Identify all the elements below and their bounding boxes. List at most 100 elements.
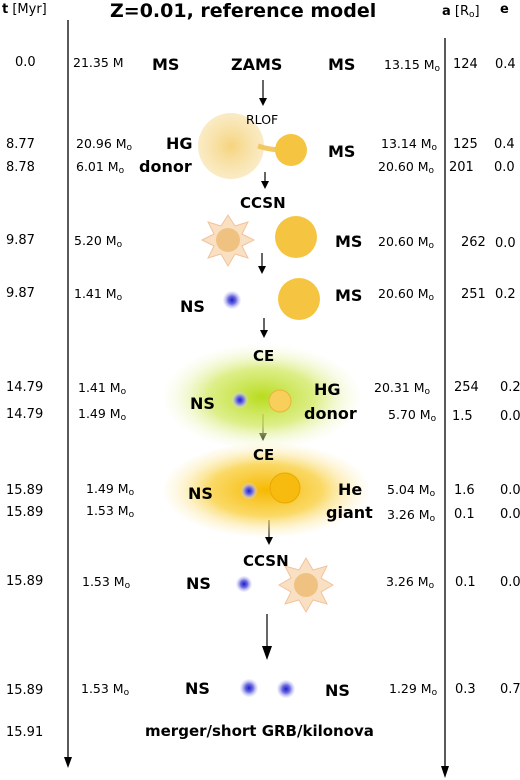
neutron-star [236,576,252,592]
event-label: ZAMS [231,55,283,74]
time-value: 0.0 [15,55,36,70]
eccentricity-value: 0.0 [500,409,520,424]
mass-1: 1.41 Mo [78,380,127,397]
eccentricity-value: 0.4 [494,137,515,152]
eccentricity-value: 0.0 [500,507,520,522]
ms-star [275,216,317,258]
star-1-type: NS [190,394,215,413]
roche-lobe-donor [198,113,264,179]
mass-2: 13.15 Mo [384,57,441,74]
star-2-type: He [338,480,363,499]
time-value: 15.89 [6,483,44,498]
time-unit: [Myr] [12,2,47,17]
mass-1: 1.53 Mo [86,503,135,520]
time-value: 8.78 [6,160,35,175]
star-1-type: NS [185,679,210,698]
mass-2: 1.29 Mo [389,681,438,698]
star-1-type: donor [139,157,192,176]
star-1-type: NS [180,297,205,316]
hg-donor-core [268,389,292,413]
mass-1: 1.41 Mo [74,286,123,303]
time-label: t [2,2,9,17]
eccentricity-value: 0.2 [500,380,520,395]
time-value: 14.79 [6,407,44,422]
star-1-type: NS [186,574,211,593]
neutron-star [240,679,258,697]
time-value: 9.87 [6,286,35,301]
neutron-star [223,291,241,309]
separation-value: 1.6 [454,483,475,498]
mass-1: 6.01 Mo [76,159,125,176]
eccentricity-column-header: e [500,2,509,17]
eccentricity-value: 0.0 [500,575,520,590]
time-value: 14.79 [6,380,44,395]
star-2-type: HG [314,380,341,399]
separation-value: 262 [461,235,486,250]
star-2-type: NS [325,681,350,700]
mass-2: 5.04 Mo [387,482,436,499]
separation-value: 0.1 [454,507,475,522]
mass-2: 20.60 Mo [378,286,435,303]
time-value: 15.89 [6,505,44,520]
mass-2: 20.60 Mo [378,234,435,251]
star-2-type: giant [326,503,373,522]
mass-1: 1.49 Mo [86,481,135,498]
mass-2: 20.31 Mo [374,380,431,397]
separation-value: 0.3 [455,682,476,697]
rlof-binary [198,113,307,179]
supernova-1 [200,214,317,267]
separation-column-header: a [Ro] [442,4,480,20]
eccentricity-value: 0.2 [495,287,516,302]
mass-2: 3.26 Mo [387,507,436,524]
neutron-star [241,483,257,499]
separation-value: 251 [461,287,486,302]
separation-value: 125 [453,137,478,152]
mass-1: 5.20 Mo [74,233,123,250]
common-envelope-2 [164,443,368,537]
mass-1: 20.96 Mo [76,136,133,153]
time-value: 15.89 [6,574,44,589]
ms-companion [275,134,307,166]
separation-value: 201 [449,160,474,175]
star-2-type: MS [328,55,356,74]
mass-2: 3.26 Mo [386,574,435,591]
separation-value: 254 [454,380,479,395]
eccentricity-value: 0.4 [495,57,516,72]
time-value: 9.87 [6,233,35,248]
star-2-type: MS [335,286,363,305]
separation-value: 1.5 [452,409,473,424]
star-1-type: MS [152,55,180,74]
mass-1: 1.53 Mo [81,681,130,698]
eccentricity-value: 0.0 [495,236,516,251]
star-2-type: MS [328,142,356,161]
eccentricity-value: 0.0 [500,483,520,498]
star-1-type: NS [188,484,213,503]
time-value: 15.91 [6,725,44,740]
common-envelope-1 [164,345,360,449]
time-column-header: t [Myr] [2,2,47,17]
neutron-star [277,680,295,698]
final-outcome-label: merger/short GRB/kilonova [145,722,374,740]
event-label: CE [253,446,275,464]
rlof-label: RLOF [246,112,279,127]
star-1-type: HG [166,134,193,153]
mass-2: 5.70 Mo [388,407,437,424]
eccentricity-value: 0.7 [500,682,520,697]
separation-value: 0.1 [455,575,476,590]
mass-1: 1.53 Mo [82,574,131,591]
ms-star [278,278,320,320]
event-label: CCSN [243,552,289,570]
separation-label: a [442,4,451,19]
separation-axis-arrowhead [441,766,449,778]
mass-2: 20.60 Mo [378,159,435,176]
event-label: CCSN [240,194,286,212]
supernova-2 [278,557,334,613]
time-value: 15.89 [6,683,44,698]
eccentricity-value: 0.0 [494,160,515,175]
he-giant-core [269,472,301,504]
neutron-star [232,392,248,408]
star-2-type: donor [304,404,357,423]
mass-2: 13.14 Mo [381,136,438,153]
mass-1: 21.35 M [73,55,124,70]
